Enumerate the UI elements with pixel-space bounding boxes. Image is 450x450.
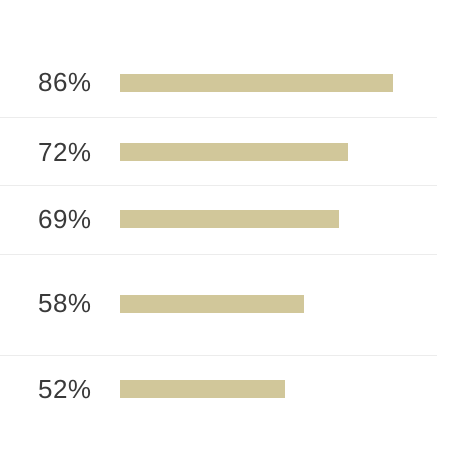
percentage-bar: [120, 210, 339, 228]
row-divider: [0, 185, 437, 186]
percentage-label: 69%: [38, 204, 92, 234]
row-divider: [0, 254, 437, 255]
percentage-bar: [120, 380, 285, 398]
percentage-label: 52%: [38, 374, 92, 404]
percentage-label: 58%: [38, 288, 92, 318]
percentage-bar: [120, 74, 393, 92]
row-divider: [0, 355, 437, 356]
percentage-label: 86%: [38, 67, 92, 97]
row-divider: [0, 117, 437, 118]
percentage-label: 72%: [38, 137, 92, 167]
percentage-bar: [120, 295, 304, 313]
percentage-bar: [120, 143, 348, 161]
